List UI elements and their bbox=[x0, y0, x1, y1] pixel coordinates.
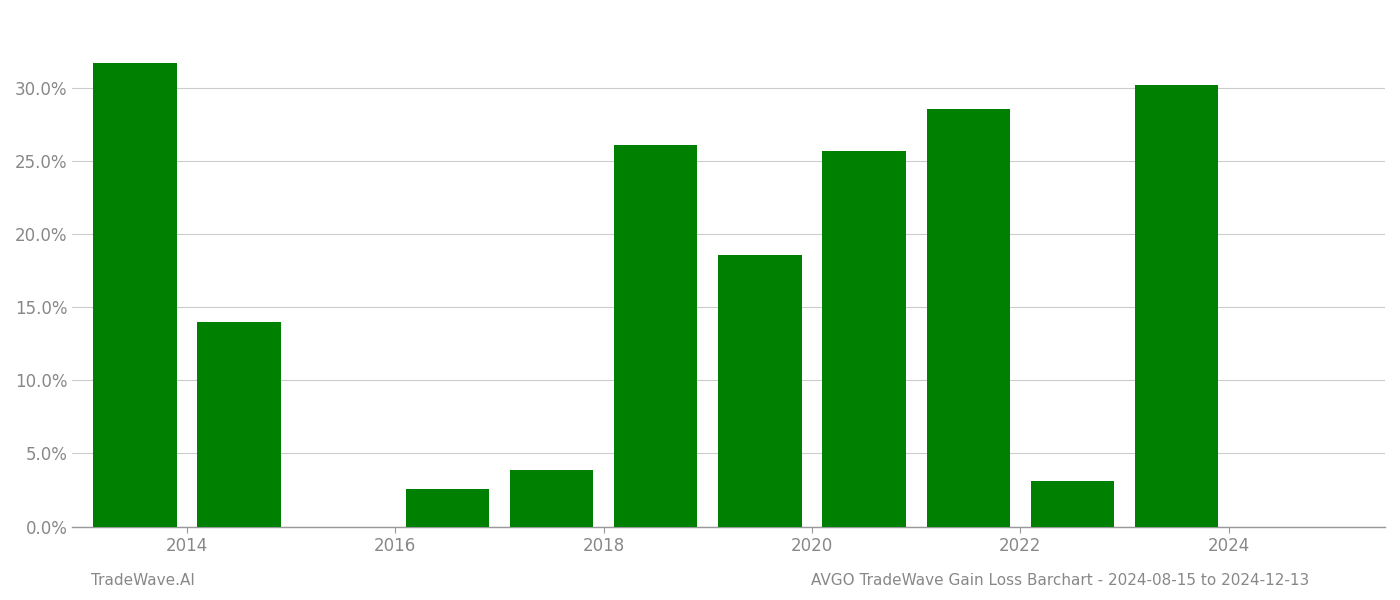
Bar bbox=[197, 322, 281, 527]
Bar bbox=[406, 488, 489, 527]
Bar bbox=[927, 109, 1009, 527]
Bar bbox=[718, 255, 802, 527]
Bar bbox=[1030, 481, 1114, 527]
Bar bbox=[510, 470, 594, 527]
Bar bbox=[1135, 85, 1218, 527]
Text: TradeWave.AI: TradeWave.AI bbox=[91, 573, 195, 588]
Text: AVGO TradeWave Gain Loss Barchart - 2024-08-15 to 2024-12-13: AVGO TradeWave Gain Loss Barchart - 2024… bbox=[811, 573, 1309, 588]
Bar bbox=[94, 63, 176, 527]
Bar bbox=[615, 145, 697, 527]
Bar bbox=[822, 151, 906, 527]
